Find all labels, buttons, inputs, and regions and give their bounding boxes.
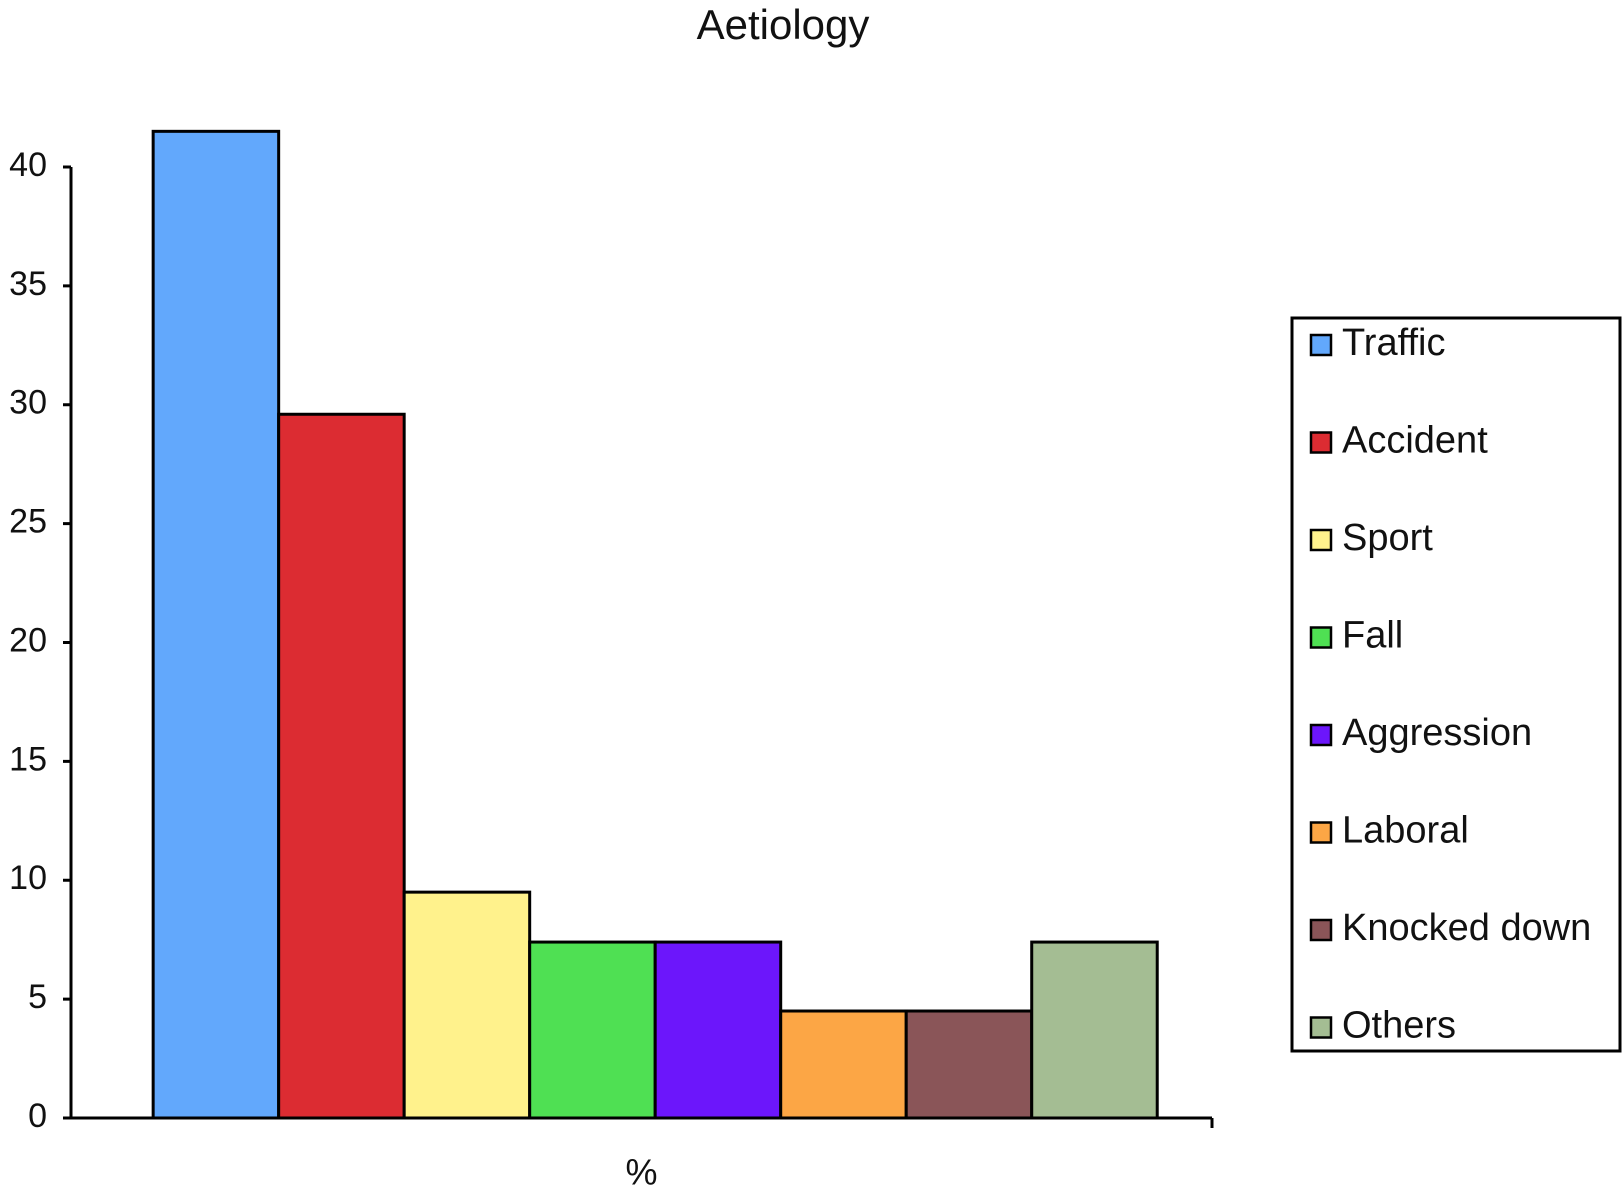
y-tick-label: 10 <box>9 859 47 897</box>
y-tick-label: 30 <box>9 384 47 422</box>
legend-swatch <box>1309 918 1333 942</box>
legend-swatch <box>1309 528 1333 552</box>
chart-title: Aetiology <box>697 1 870 48</box>
bar <box>151 129 281 1120</box>
x-tick-label: % <box>625 1152 657 1193</box>
legend-swatch <box>1309 821 1333 844</box>
bar <box>779 1009 908 1120</box>
legend-label: Fall <box>1342 615 1403 657</box>
legend-label: Others <box>1342 1005 1456 1047</box>
legend-swatch <box>1309 626 1333 649</box>
legend-swatch <box>1309 431 1333 454</box>
bar <box>277 412 406 1120</box>
legend-label: Laboral <box>1342 810 1469 852</box>
legend-swatch <box>1309 723 1333 747</box>
y-tick-label: 15 <box>9 740 47 778</box>
y-tick-label: 5 <box>28 978 47 1016</box>
bar <box>402 890 532 1120</box>
y-tick-label: 20 <box>9 621 47 659</box>
bar <box>653 940 783 1120</box>
y-tick-label: 0 <box>28 1097 47 1135</box>
bar <box>528 940 657 1120</box>
legend-swatch <box>1309 333 1333 357</box>
y-tick-label: 40 <box>9 146 47 184</box>
legend-box <box>1290 316 1622 1053</box>
legend-label: Accident <box>1342 420 1488 462</box>
bar <box>904 1009 1034 1120</box>
legend-swatch <box>1309 1016 1333 1039</box>
legend-label: Sport <box>1342 517 1433 559</box>
legend-label: Traffic <box>1342 322 1445 364</box>
legend-label: Knocked down <box>1342 907 1591 949</box>
y-tick-label: 25 <box>9 503 47 541</box>
bar <box>1030 940 1159 1120</box>
legend-label: Aggression <box>1342 712 1532 754</box>
y-tick-label: 35 <box>9 265 47 303</box>
